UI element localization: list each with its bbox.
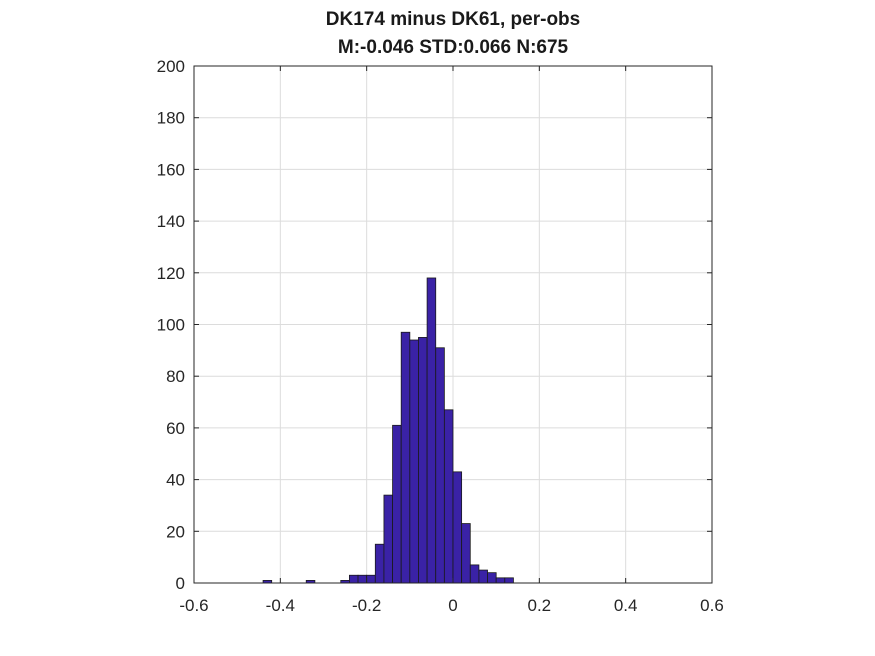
x-tick-label: 0: [448, 596, 457, 615]
histogram-bar: [452, 471, 463, 584]
x-tick-label: 0.4: [614, 596, 638, 615]
y-tick-label: 40: [166, 471, 185, 490]
histogram-bar: [426, 277, 437, 584]
y-axis-ticks: 0 20 40 60 80 100 120 140 160 180 200: [157, 57, 712, 593]
histogram-bars: [236, 277, 678, 584]
y-tick-label: 0: [176, 574, 185, 593]
histogram-bar: [443, 409, 454, 584]
histogram-bar: [348, 574, 359, 584]
histogram-bar: [495, 577, 506, 584]
histogram-bar: [357, 574, 368, 584]
histogram-bar: [366, 574, 376, 584]
histogram-bar: [469, 564, 480, 584]
x-axis-ticks: -0.6 -0.4 -0.2 0 0.2 0.4 0.6: [179, 66, 724, 615]
y-tick-label: 180: [157, 109, 185, 128]
y-tick-label: 160: [157, 160, 185, 179]
histogram-bar: [435, 347, 445, 584]
y-tick-label: 200: [157, 57, 185, 76]
x-tick-label: 0.2: [528, 596, 552, 615]
histogram-bar: [392, 424, 402, 584]
y-tick-label: 20: [166, 522, 185, 541]
x-tick-label: 0.6: [700, 596, 724, 615]
x-tick-label: -0.2: [352, 596, 381, 615]
x-tick-label: -0.4: [266, 596, 295, 615]
histogram-bar: [504, 577, 514, 584]
chart-subtitle: M:-0.046 STD:0.066 N:675: [338, 37, 569, 58]
y-tick-label: 140: [157, 212, 185, 231]
y-tick-label: 120: [157, 264, 185, 283]
histogram-bar: [383, 494, 393, 584]
histogram-bar: [374, 543, 385, 584]
histogram-bar: [409, 339, 419, 584]
histogram-bar: [418, 337, 428, 584]
histogram-bar: [400, 331, 411, 584]
histogram-bar: [478, 569, 488, 584]
y-tick-label: 80: [166, 367, 185, 386]
y-tick-label: 100: [157, 316, 185, 335]
histogram-bar: [461, 523, 471, 584]
chart-title: DK174 minus DK61, per-obs: [326, 9, 580, 30]
x-tick-label: -0.6: [179, 596, 208, 615]
histogram-bar: [487, 572, 497, 584]
y-tick-label: 60: [166, 419, 185, 438]
